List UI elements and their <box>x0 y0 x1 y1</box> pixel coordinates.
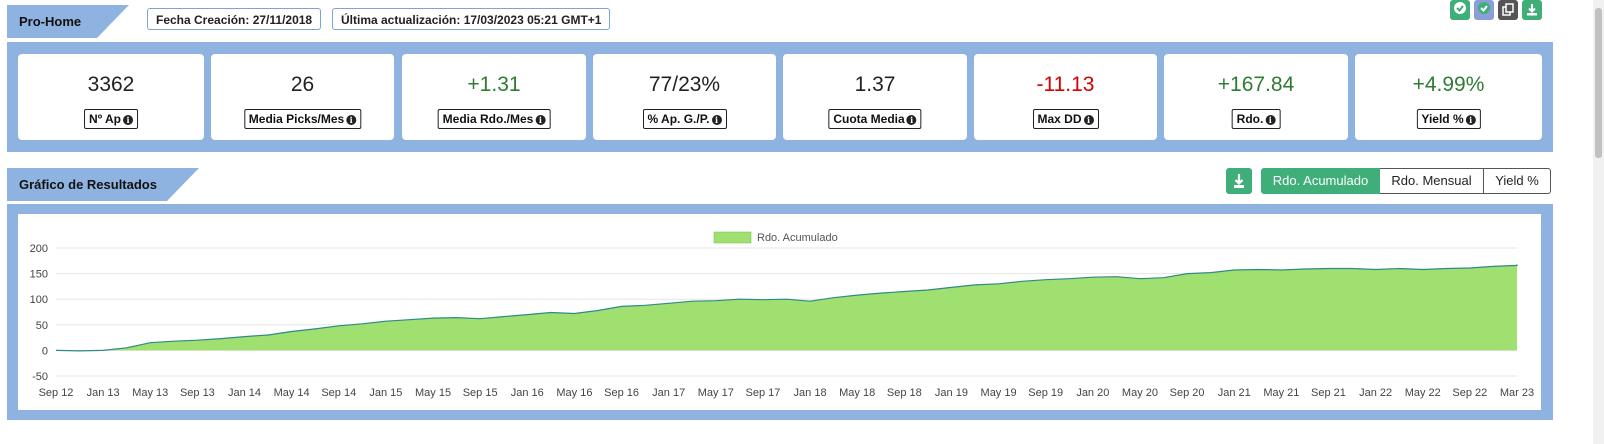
download-icon[interactable] <box>1522 0 1542 20</box>
x-tick-label: May 13 <box>132 387 168 399</box>
stat-value: 1.37 <box>854 73 896 96</box>
stat-value: +4.99% <box>1412 73 1485 96</box>
x-tick-label: Sep 20 <box>1170 387 1205 399</box>
stat-label[interactable]: Rdo. i <box>1231 109 1281 129</box>
x-tick-label: May 22 <box>1405 387 1441 399</box>
legend-label[interactable]: Rdo. Acumulado <box>757 232 838 244</box>
stat-card: +4.99% Yield % i <box>1355 54 1542 140</box>
y-tick-label: 150 <box>30 269 48 281</box>
stat-card: 3362 Nº Ap i <box>18 54 204 140</box>
x-tick-label: May 18 <box>839 387 875 399</box>
stat-value: 26 <box>290 73 315 96</box>
x-tick-label: Sep 16 <box>604 387 639 399</box>
section-tab-chart: Gráfico de Resultados <box>7 168 199 201</box>
stat-card: +1.31 Media Rdo./Mes i <box>402 54 586 140</box>
y-tick-label: 50 <box>36 320 48 332</box>
stat-label[interactable]: Cuota Media i <box>828 109 922 129</box>
stat-value: 3362 <box>87 73 135 96</box>
chart-section-title: Gráfico de Resultados <box>19 177 157 192</box>
info-icon: i <box>122 115 133 125</box>
x-tick-label: Sep 12 <box>39 387 74 399</box>
info-icon: i <box>1265 115 1276 125</box>
tab-rdo-mensual[interactable]: Rdo. Mensual <box>1380 168 1484 194</box>
section-title: Pro-Home <box>19 14 82 29</box>
x-tick-label: Sep 19 <box>1028 387 1063 399</box>
legend-swatch <box>713 231 752 244</box>
series-area <box>56 264 1517 351</box>
stat-card: -11.13 Max DD i <box>974 54 1157 140</box>
copy-icon[interactable] <box>1498 0 1518 20</box>
info-icon: i <box>1083 115 1094 125</box>
x-tick-label: May 19 <box>981 387 1017 399</box>
x-tick-label: May 16 <box>556 387 592 399</box>
x-tick-label: May 21 <box>1263 387 1299 399</box>
x-tick-label: Jan 18 <box>794 387 827 399</box>
check-icon[interactable] <box>1450 0 1470 20</box>
stat-value: +1.31 <box>467 73 521 96</box>
x-tick-label: Jan 17 <box>652 387 685 399</box>
created-date-badge: Fecha Creación: 27/11/2018 <box>147 8 322 30</box>
stat-card: +167.84 Rdo. i <box>1164 54 1348 140</box>
x-tick-label: Sep 14 <box>321 387 356 399</box>
download-icon <box>1234 174 1244 188</box>
chart-download-button[interactable] <box>1226 168 1252 194</box>
info-icon: i <box>1465 115 1476 125</box>
stat-label[interactable]: % Ap. G./P. i <box>642 109 727 129</box>
y-tick-label: 100 <box>30 294 48 306</box>
chart-container: -50 0 50 100 150 200 Sep 12 Jan 13 May 13 Sep 13 J… <box>18 214 1541 410</box>
x-tick-label: Sep 22 <box>1452 387 1487 399</box>
chart-panel: -50 0 50 100 150 200 Sep 12 Jan 13 May 13 Sep 13 J… <box>7 204 1553 420</box>
stat-label[interactable]: Max DD i <box>1032 109 1099 129</box>
section-tab-pro-home: Pro-Home <box>7 5 129 38</box>
stat-card: 77/23% % Ap. G./P. i <box>593 54 776 140</box>
info-icon: i <box>346 115 357 125</box>
y-tick-label: 200 <box>30 243 48 255</box>
stat-label[interactable]: Media Picks/Mes i <box>243 109 362 129</box>
stat-card: 1.37 Cuota Media i <box>783 54 967 140</box>
stat-card: 26 Media Picks/Mes i <box>211 54 394 140</box>
info-icon: i <box>906 115 917 125</box>
x-tick-label: Sep 15 <box>463 387 498 399</box>
updated-date-badge: Última actualización: 17/03/2023 05:21 G… <box>332 8 611 30</box>
stats-panel: 3362 Nº Ap i 26 Media Picks/Mes i +1.31 Me… <box>7 42 1553 152</box>
x-tick-label: Jan 13 <box>87 387 120 399</box>
x-tick-label: Sep 13 <box>180 387 215 399</box>
stat-value: +167.84 <box>1217 73 1295 96</box>
y-tick-label: -50 <box>32 371 48 383</box>
stat-label[interactable]: Nº Ap i <box>84 109 138 129</box>
x-tick-label: May 14 <box>274 387 310 399</box>
x-tick-label: Sep 21 <box>1311 387 1346 399</box>
tab-rdo-acumulado[interactable]: Rdo. Acumulado <box>1261 168 1380 194</box>
page-scrollbar[interactable] <box>1593 0 1604 444</box>
x-tick-label: Jan 15 <box>369 387 402 399</box>
x-tick-label: Sep 17 <box>745 387 780 399</box>
x-tick-label: Mar 23 <box>1500 387 1534 399</box>
stat-label[interactable]: Yield % i <box>1416 109 1481 129</box>
x-tick-label: May 20 <box>1122 387 1158 399</box>
info-icon: i <box>535 115 546 125</box>
series-line <box>55 264 1518 352</box>
x-tick-label: Jan 22 <box>1359 387 1392 399</box>
stat-value: -11.13 <box>1036 73 1095 96</box>
x-tick-label: Jan 19 <box>935 387 968 399</box>
x-tick-label: May 17 <box>698 387 734 399</box>
check-icon[interactable] <box>1474 0 1494 20</box>
x-tick-label: May 15 <box>415 387 451 399</box>
y-tick-label: 0 <box>42 345 48 357</box>
x-tick-label: Jan 14 <box>228 387 261 399</box>
toolbar <box>1450 0 1546 22</box>
scrollbar-thumb[interactable] <box>1595 8 1602 158</box>
tab-yield[interactable]: Yield % <box>1483 168 1551 194</box>
results-chart: -50 0 50 100 150 200 Sep 12 Jan 13 May 13 Sep 13 J… <box>30 231 1534 399</box>
stat-value: 77/23% <box>648 73 721 96</box>
x-tick-label: Jan 20 <box>1076 387 1109 399</box>
x-tick-label: Sep 18 <box>887 387 922 399</box>
info-icon: i <box>711 115 722 125</box>
x-tick-label: Jan 21 <box>1218 387 1251 399</box>
x-tick-label: Jan 16 <box>511 387 544 399</box>
stat-label[interactable]: Media Rdo./Mes i <box>437 109 551 129</box>
